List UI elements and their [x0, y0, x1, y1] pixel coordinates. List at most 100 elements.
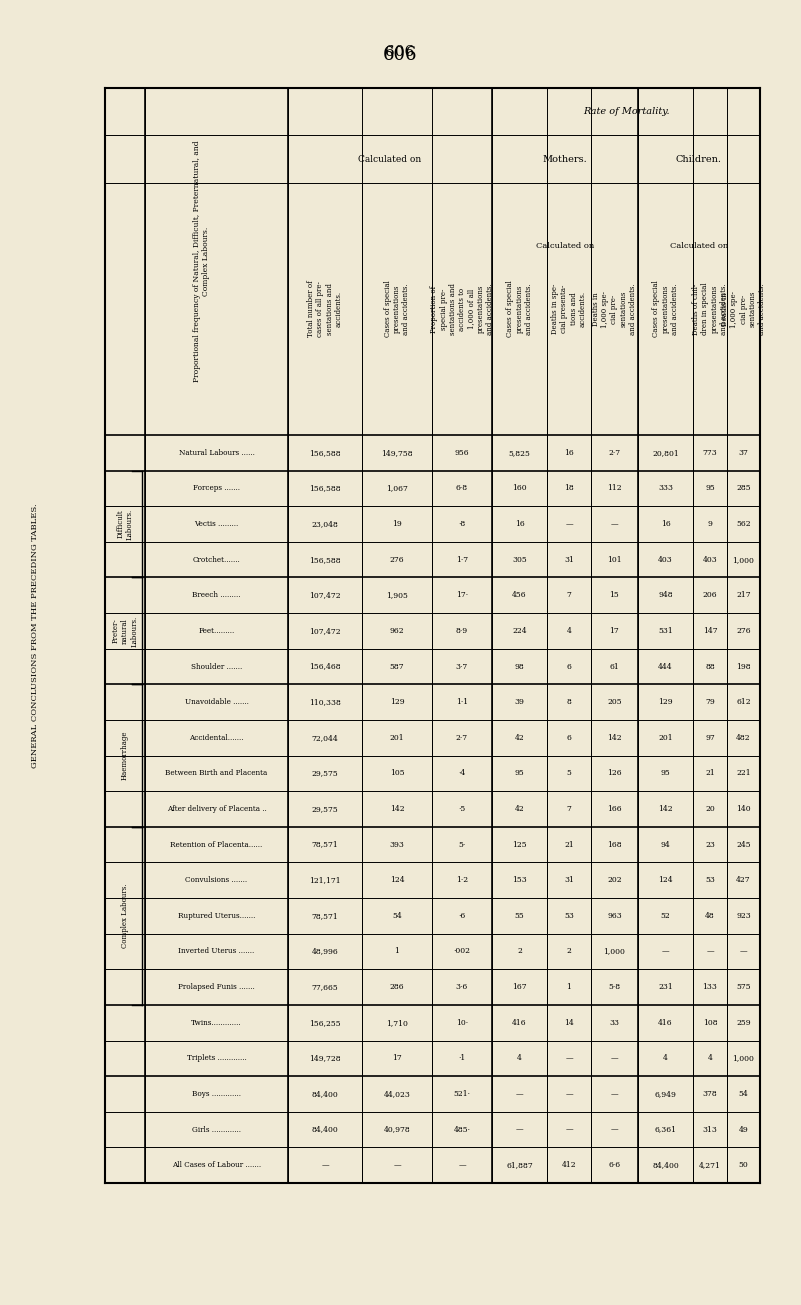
- Text: 125: 125: [512, 840, 527, 848]
- Text: 221: 221: [736, 770, 751, 778]
- Text: Twins.............: Twins.............: [191, 1019, 242, 1027]
- Text: 153: 153: [512, 876, 527, 885]
- Text: 84,400: 84,400: [652, 1161, 679, 1169]
- Text: 21: 21: [564, 840, 574, 848]
- Text: 963: 963: [607, 912, 622, 920]
- Text: Ruptured Uterus.......: Ruptured Uterus.......: [178, 912, 256, 920]
- Text: 88: 88: [705, 663, 714, 671]
- Text: 1·1: 1·1: [456, 698, 468, 706]
- Text: 78,571: 78,571: [312, 912, 338, 920]
- Text: 4,271: 4,271: [699, 1161, 721, 1169]
- Text: 16: 16: [514, 521, 525, 529]
- Text: 5: 5: [566, 770, 571, 778]
- Text: 9: 9: [707, 521, 712, 529]
- Text: 77,665: 77,665: [312, 983, 338, 990]
- Text: 416: 416: [512, 1019, 527, 1027]
- Text: Breech .........: Breech .........: [192, 591, 241, 599]
- Text: 95: 95: [661, 770, 670, 778]
- Text: 17: 17: [610, 626, 619, 636]
- Text: Rate of Mortality.: Rate of Mortality.: [582, 107, 670, 116]
- Text: 456: 456: [512, 591, 527, 599]
- Text: 94: 94: [661, 840, 670, 848]
- Text: 31: 31: [564, 556, 574, 564]
- Text: ·1: ·1: [458, 1054, 465, 1062]
- Text: 4: 4: [663, 1054, 668, 1062]
- Text: 97: 97: [705, 733, 714, 741]
- Text: 205: 205: [607, 698, 622, 706]
- Text: 562: 562: [736, 521, 751, 529]
- Text: Prolapsed Funis .......: Prolapsed Funis .......: [178, 983, 255, 990]
- Text: 245: 245: [736, 840, 751, 848]
- Text: 16: 16: [661, 521, 670, 529]
- Text: 79: 79: [705, 698, 714, 706]
- Text: 149,728: 149,728: [309, 1054, 340, 1062]
- Text: 61,887: 61,887: [506, 1161, 533, 1169]
- Text: Calculated on: Calculated on: [670, 243, 728, 251]
- Text: ·8: ·8: [458, 521, 465, 529]
- Text: 20: 20: [705, 805, 714, 813]
- Text: 948: 948: [658, 591, 673, 599]
- Text: 393: 393: [389, 840, 405, 848]
- Text: 142: 142: [390, 805, 405, 813]
- Text: 6,949: 6,949: [654, 1090, 676, 1098]
- Text: 1,905: 1,905: [386, 591, 408, 599]
- Text: Proportion of
special pre-
sentations and
accidents to
1,000 of all
presentation: Proportion of special pre- sentations an…: [430, 283, 493, 335]
- Text: 53: 53: [564, 912, 574, 920]
- Text: 126: 126: [607, 770, 622, 778]
- Text: 98: 98: [514, 663, 525, 671]
- Text: 40,978: 40,978: [384, 1126, 410, 1134]
- Text: ·4: ·4: [458, 770, 465, 778]
- Text: 53: 53: [705, 876, 715, 885]
- Text: Crotchet.......: Crotchet.......: [192, 556, 240, 564]
- Text: 217: 217: [736, 591, 751, 599]
- Text: Feet.........: Feet.........: [199, 626, 235, 636]
- Text: 21: 21: [705, 770, 714, 778]
- Text: 124: 124: [658, 876, 673, 885]
- Text: 168: 168: [607, 840, 622, 848]
- Text: Deaths in
1,000 spe-
cial pre-
sentations
and accidents.: Deaths in 1,000 spe- cial pre- sentation…: [721, 283, 766, 335]
- Text: Cases of special
presentations
and accidents.: Cases of special presentations and accid…: [652, 281, 678, 338]
- Text: Calculated on: Calculated on: [536, 243, 594, 251]
- Text: 84,400: 84,400: [312, 1126, 338, 1134]
- Text: 4: 4: [517, 1054, 522, 1062]
- Text: 20,801: 20,801: [652, 449, 679, 457]
- Text: 52: 52: [661, 912, 670, 920]
- Text: 160: 160: [512, 484, 527, 492]
- Text: 2: 2: [566, 947, 571, 955]
- Text: 105: 105: [390, 770, 405, 778]
- Text: —: —: [321, 1161, 329, 1169]
- Text: 305: 305: [512, 556, 527, 564]
- Text: 1,067: 1,067: [386, 484, 408, 492]
- Text: 224: 224: [512, 626, 527, 636]
- Text: Children.: Children.: [676, 154, 722, 163]
- Text: Boys .............: Boys .............: [192, 1090, 241, 1098]
- Text: —: —: [610, 1090, 618, 1098]
- Text: 4: 4: [566, 626, 571, 636]
- Text: 7: 7: [566, 591, 571, 599]
- Text: 84,400: 84,400: [312, 1090, 338, 1098]
- Text: 33: 33: [610, 1019, 619, 1027]
- Text: Haemorrhage: Haemorrhage: [121, 731, 129, 780]
- Text: Preter-
natural
Labours.: Preter- natural Labours.: [112, 615, 139, 646]
- Text: 140: 140: [736, 805, 751, 813]
- Text: Deaths of chil-
dren in special
presentations
and accidents.: Deaths of chil- dren in special presenta…: [692, 283, 728, 335]
- Text: 1: 1: [566, 983, 571, 990]
- Text: 23: 23: [705, 840, 715, 848]
- Text: Shoulder .......: Shoulder .......: [191, 663, 242, 671]
- Text: 412: 412: [562, 1161, 576, 1169]
- Text: 50: 50: [739, 1161, 748, 1169]
- Text: 4: 4: [707, 1054, 712, 1062]
- Text: 6,361: 6,361: [654, 1126, 677, 1134]
- Text: 3·6: 3·6: [456, 983, 468, 990]
- Text: 166: 166: [607, 805, 622, 813]
- Text: 6·8: 6·8: [456, 484, 468, 492]
- Text: —: —: [393, 1161, 400, 1169]
- Text: —: —: [516, 1090, 523, 1098]
- Text: All Cases of Labour .......: All Cases of Labour .......: [172, 1161, 261, 1169]
- Text: —: —: [610, 1054, 618, 1062]
- Text: 378: 378: [702, 1090, 718, 1098]
- Text: 72,044: 72,044: [312, 733, 338, 741]
- Text: 42: 42: [514, 805, 525, 813]
- Text: 156,588: 156,588: [309, 449, 340, 457]
- Text: 101: 101: [607, 556, 622, 564]
